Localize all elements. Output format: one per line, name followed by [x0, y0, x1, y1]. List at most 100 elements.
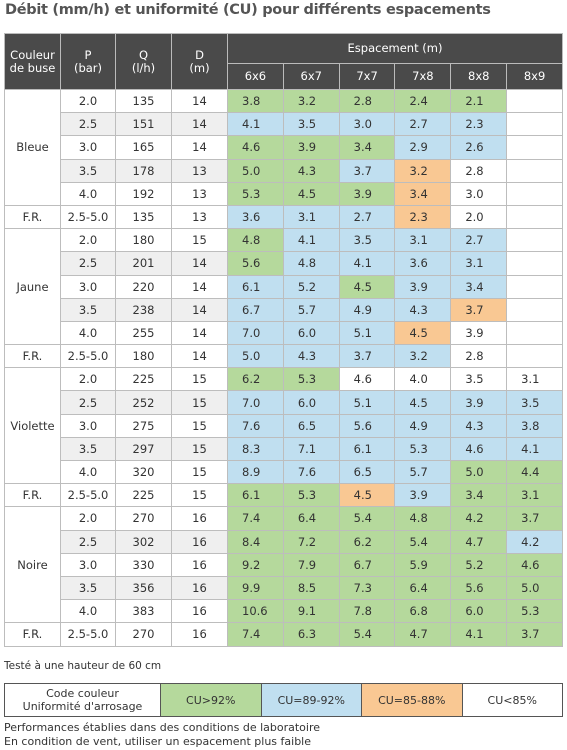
- table-row: Jaune 2.0 180 15 4.8 4.1 3.5 3.1 2.7: [4, 228, 563, 346]
- value-cell: 5.6: [227, 251, 284, 276]
- value-cell: 3.6: [394, 251, 452, 276]
- cell: 180: [115, 228, 172, 253]
- value-cell: 3.4: [450, 274, 508, 299]
- value-cell: 6.8: [394, 599, 452, 624]
- value-cell: 3.8: [227, 88, 284, 114]
- cell: 2.5: [60, 112, 116, 137]
- value-cell: 4.7: [450, 529, 508, 554]
- cell: 15: [171, 483, 228, 508]
- value-cell: 4.6: [450, 436, 508, 462]
- group-label: F.R.: [4, 344, 61, 369]
- value-cell: 5.3: [282, 367, 340, 392]
- cell: 13: [171, 204, 228, 230]
- value-cell: 7.4: [227, 506, 284, 531]
- value-cell: 5.4: [338, 622, 396, 647]
- cell: 3.5: [60, 575, 116, 601]
- table-row: 4.0 255 14 7.0 6.0 5.1 4.5 3.9: [5, 320, 563, 346]
- cell: 320: [115, 459, 172, 485]
- header-cell: 8x9: [506, 63, 563, 90]
- legend-title: Code couleur Uniformité d'arrosage: [4, 683, 161, 717]
- value-cell: 6.1: [227, 483, 284, 508]
- cell: 2.5-5.0: [60, 204, 116, 230]
- group-label: Bleue: [4, 89, 61, 206]
- value-cell: 2.1: [450, 88, 508, 114]
- header-cell: D (m): [171, 33, 228, 90]
- cell: 192: [115, 181, 172, 206]
- value-cell: 3.9: [450, 320, 508, 346]
- group-label: F.R.: [4, 483, 61, 508]
- value-cell: 3.0: [450, 181, 508, 206]
- table-row: F.R. 2.5-5.0 135 13 3.6 3.1 2.7 2.3 2.0: [4, 204, 563, 230]
- group-label: Noire: [4, 506, 61, 624]
- value-cell: 3.9: [338, 181, 396, 206]
- value-cell: 7.6: [282, 459, 340, 485]
- value-cell: 2.0: [450, 204, 508, 230]
- group-label: Jaune: [4, 228, 61, 346]
- cell: 16: [171, 506, 228, 531]
- value-cell: 8.9: [227, 459, 284, 485]
- value-cell: 4.8: [394, 506, 452, 531]
- value-cell: 4.5: [394, 320, 452, 346]
- value-cell: 5.1: [338, 390, 396, 415]
- table-row: 3.0 220 14 6.1 5.2 4.5 3.9 3.4: [5, 274, 563, 299]
- table-row: 3.5 238 14 6.7 5.7 4.9 4.3 3.7: [5, 297, 563, 322]
- value-cell: 3.4: [394, 181, 452, 206]
- value-cell: [506, 204, 563, 230]
- value-cell: 4.0: [394, 367, 452, 392]
- value-cell: 4.5: [282, 181, 340, 206]
- value-cell: 2.7: [450, 228, 508, 253]
- value-cell: 4.3: [450, 413, 508, 438]
- value-cell: 4.5: [338, 274, 396, 299]
- cell: 2.0: [60, 88, 116, 114]
- cell: 2.0: [60, 506, 116, 531]
- value-cell: [506, 88, 563, 114]
- value-cell: 5.2: [282, 274, 340, 299]
- cell: 2.5-5.0: [60, 622, 116, 647]
- table-row: 4.0 192 13 5.3 4.5 3.9 3.4 3.0: [5, 181, 563, 206]
- cell: 330: [115, 552, 172, 577]
- value-cell: 3.1: [506, 367, 563, 392]
- value-cell: 5.0: [227, 158, 284, 183]
- value-cell: 3.2: [282, 88, 340, 114]
- cell: 180: [115, 344, 172, 369]
- value-cell: 3.4: [450, 483, 508, 508]
- value-cell: 2.7: [394, 112, 452, 137]
- cell: 3.5: [60, 297, 116, 322]
- value-cell: 4.5: [394, 390, 452, 415]
- table-row: 3.0 165 14 4.6 3.9 3.4 2.9 2.6: [5, 135, 563, 160]
- value-cell: 6.2: [227, 367, 284, 392]
- value-cell: 8.5: [282, 575, 340, 601]
- value-cell: 6.0: [282, 320, 340, 346]
- cell: 13: [171, 181, 228, 206]
- value-cell: 6.2: [338, 529, 396, 554]
- value-cell: [506, 228, 563, 253]
- cell: 15: [171, 459, 228, 485]
- value-cell: 3.1: [282, 204, 340, 230]
- cell: 151: [115, 112, 172, 137]
- cell: 16: [171, 552, 228, 577]
- value-cell: 5.4: [394, 529, 452, 554]
- group-label: F.R.: [4, 622, 61, 647]
- value-cell: 3.2: [394, 344, 452, 369]
- group-label: Violette: [4, 367, 61, 485]
- legend-item: CU=89-92%: [260, 683, 362, 717]
- value-cell: 3.1: [450, 251, 508, 276]
- cell: 225: [115, 367, 172, 392]
- value-cell: 6.0: [282, 390, 340, 415]
- value-cell: 7.9: [282, 552, 340, 577]
- value-cell: 4.9: [394, 413, 452, 438]
- value-cell: 4.2: [506, 529, 563, 554]
- cell: 3.5: [60, 158, 116, 183]
- cell: 14: [171, 251, 228, 276]
- value-cell: 4.1: [227, 112, 284, 137]
- cell: 16: [171, 622, 228, 647]
- cell: 238: [115, 297, 172, 322]
- value-cell: 8.4: [227, 529, 284, 554]
- value-cell: 2.9: [394, 135, 452, 160]
- value-cell: 5.3: [506, 599, 563, 624]
- cell: 275: [115, 413, 172, 438]
- value-cell: 5.0: [506, 575, 563, 601]
- legend: Code couleur Uniformité d'arrosage CU>92%…: [4, 683, 563, 717]
- value-cell: 8.3: [227, 436, 284, 462]
- cell: 2.5-5.0: [60, 344, 116, 369]
